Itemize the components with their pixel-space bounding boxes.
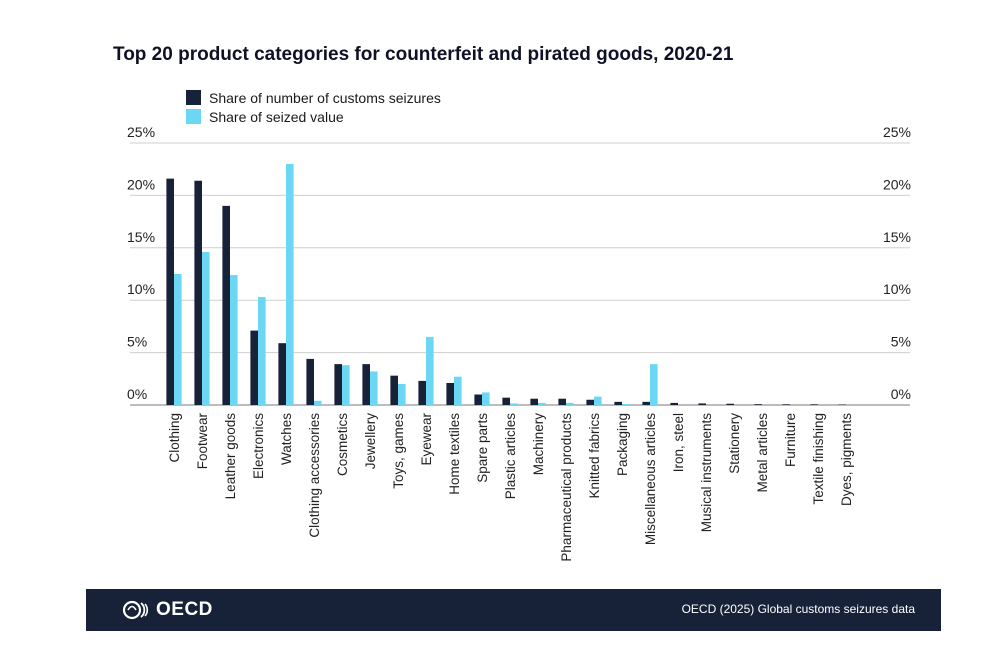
bar-seizures [362,364,370,405]
bar-seizures [194,180,202,405]
bar-seizures [250,330,258,405]
y-tick-label-left: 20% [127,176,155,192]
x-tick-label: Metal articles [755,413,770,493]
legend: Share of number of customs seizures Shar… [186,88,441,126]
x-tick-label: Iron, steel [671,413,686,472]
bar-seizures [502,397,510,405]
bar-seizures [726,403,734,405]
bar-seizures [670,402,678,405]
bar-seizures [754,404,762,405]
x-tick-label: Watches [279,413,294,465]
x-tick-label: Footwear [195,413,210,470]
bar-seizures [838,404,846,405]
y-tick-label-right: 20% [883,176,911,192]
bar-value [426,336,434,405]
x-tick-label: Toys, games [391,413,406,489]
bar-value [258,297,266,405]
x-tick-label: Leather goods [223,413,238,500]
x-tick-label: Jewellery [363,413,378,470]
bar-value [370,371,378,405]
x-tick-label: Clothing [167,413,182,463]
bar-value [454,376,462,405]
x-tick-label: Cosmetics [335,413,350,476]
bar-seizures [166,178,174,405]
x-tick-label: Home textiles [447,413,462,495]
x-tick-label: Eyewear [419,413,434,466]
y-tick-label-left: 25% [127,124,155,140]
y-tick-label-right: 15% [883,229,911,245]
bar-value [594,396,602,405]
x-tick-label: Stationery [727,413,742,474]
x-tick-label: Furniture [783,413,798,467]
x-tick-label: Dyes, pigments [839,413,854,506]
bar-value [482,392,490,405]
legend-swatch-seizures [186,90,201,105]
bar-seizures [698,403,706,405]
bar-seizures [558,398,566,405]
bar-seizures [782,404,790,405]
y-tick-label-right: 10% [883,281,911,297]
x-tick-label: Machinery [531,413,546,476]
bar-value [538,402,546,405]
x-tick-label: Electronics [251,413,266,479]
x-tick-label: Clothing accessories [307,413,322,538]
y-tick-label-right: 25% [883,124,911,140]
x-tick-label: Miscellaneous articles [643,413,658,545]
oecd-logo-text: OECD [156,599,213,620]
x-tick-label: Musical instruments [699,413,714,533]
bar-value [314,400,322,405]
bar-seizures [530,398,538,405]
y-tick-label-right: 0% [891,386,911,402]
bar-seizures [614,401,622,405]
x-tick-label: Packaging [615,413,630,476]
chart-title: Top 20 product categories for counterfei… [113,44,734,65]
bar-seizures [418,380,426,405]
bar-seizures [810,404,818,405]
bar-value [174,274,182,405]
bar-value [566,402,574,405]
bar-seizures [474,394,482,405]
x-tick-label: Spare parts [475,413,490,483]
x-tick-label: Textile finishing [811,413,826,505]
y-tick-label-left: 10% [127,281,155,297]
y-tick-label-left: 15% [127,229,155,245]
bar-seizures [642,401,650,405]
y-tick-label-left: 0% [127,386,147,402]
legend-item-seizures: Share of number of customs seizures [186,88,441,107]
bar-value [622,403,630,405]
x-tick-label: Pharmaceutical products [559,413,574,562]
bar-chart: 0% 0% 5% 5% 10% 10% 15% 15% 20% 20% 25% 25% Clothing… [127,124,911,562]
legend-label-seizures: Share of number of customs seizures [209,89,441,106]
legend-label-value: Share of seized value [209,108,344,125]
bar-seizures [306,358,314,405]
legend-swatch-value [186,109,201,124]
bar-seizures [446,382,454,405]
bar-seizures [334,364,342,405]
x-tick-label: Knitted fabrics [587,413,602,499]
legend-item-value: Share of seized value [186,107,441,126]
y-tick-label-left: 5% [127,334,147,350]
source-note: OECD (2025) Global customs seizures data [681,602,915,616]
bar-value [650,364,658,405]
x-tick-label: Plastic articles [503,413,518,500]
bar-value [230,275,238,405]
bar-value [510,403,518,405]
oecd-logo-icon [122,600,149,620]
bar-seizures [586,399,594,405]
bar-value [398,384,406,405]
bar-value [286,163,294,405]
bar-value [342,365,350,405]
y-tick-label-right: 5% [891,334,911,350]
bar-seizures [222,205,230,405]
bar-seizures [390,375,398,405]
oecd-logo: OECD [122,599,213,621]
bar-seizures [278,343,286,405]
bar-value [202,251,210,405]
footer-bar: OECD OECD (2025) Global customs seizures… [86,589,941,631]
